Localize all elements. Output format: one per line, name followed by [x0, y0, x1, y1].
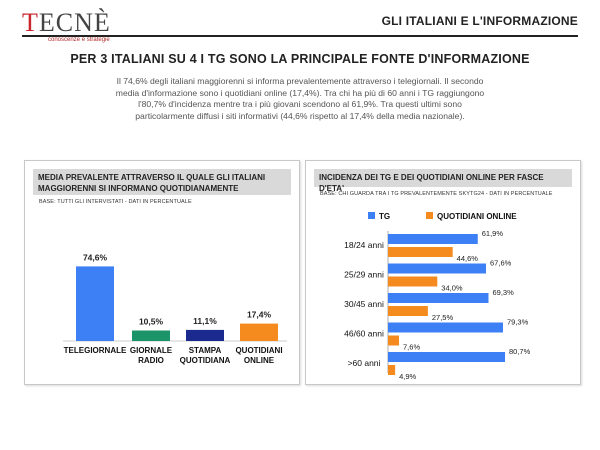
chart-title: INCIDENZA DEI TG E DEI QUOTIDIANI ONLINE…: [314, 169, 572, 193]
bar: [388, 352, 506, 362]
bar: [76, 266, 114, 341]
legend-swatch: [426, 212, 433, 219]
chart-subtitle: BASE: CHI GUARDA TRA I TG PREVALENTEMENT…: [320, 191, 553, 197]
page-title: PER 3 ITALIANI SU 4 I TG SONO LA PRINCIP…: [70, 52, 530, 66]
category-label: GIORNALE: [130, 346, 173, 355]
logo-wordmark: TECNÈ: [22, 8, 111, 37]
category-label: 46/60 anni: [344, 329, 384, 339]
legend-label: QUOTIDIANI ONLINE: [437, 212, 517, 221]
category-label: ONLINE: [244, 356, 275, 365]
bar: [132, 330, 170, 341]
chart-title: MEDIA PREVALENTE ATTRAVERSO IL QUALE GLI…: [33, 169, 291, 195]
bar: [388, 365, 396, 375]
data-label: 7,6%: [403, 343, 420, 352]
bar: [388, 247, 453, 257]
data-label: 17,4%: [247, 310, 272, 320]
intro-paragraph: Il 74,6% degli italiani maggiorenni si i…: [115, 76, 485, 121]
bar: [388, 322, 503, 333]
section-title: GLI ITALIANI E L'INFORMAZIONE: [381, 14, 578, 28]
data-label: 80,7%: [509, 347, 531, 356]
chart-subtitle: BASE: TUTTI GLI INTERVISTATI - DATI IN P…: [39, 199, 192, 205]
data-label: 67,6%: [490, 259, 512, 268]
data-label: 34,0%: [441, 284, 463, 293]
bar: [388, 276, 438, 287]
logo-subtitle: conoscenze e strategie: [48, 37, 110, 43]
category-label: 18/24 anni: [344, 240, 384, 250]
chart-panel-media: MEDIA PREVALENTE ATTRAVERSO IL QUALE GLI…: [24, 160, 300, 385]
data-label: 10,5%: [139, 317, 164, 327]
data-label: 4,9%: [399, 372, 416, 381]
bar: [388, 335, 400, 346]
category-label: TELEGIORNALE: [64, 346, 127, 355]
category-label: RADIO: [138, 356, 164, 365]
category-label: 30/45 anni: [344, 299, 384, 309]
bar: [186, 329, 224, 341]
data-label: 44,6%: [457, 254, 479, 263]
category-label: STAMPA: [189, 346, 222, 355]
category-label: QUOTIDIANI: [235, 346, 282, 355]
category-label: >60 anni: [348, 358, 381, 368]
data-label: 27,5%: [432, 313, 454, 322]
bar: [388, 234, 478, 244]
age-bar-chart: TG QUOTIDIANI ONLINE 18/24 anni 61,9% 44,6% 2…: [344, 212, 531, 381]
legend-label: TG: [379, 212, 390, 221]
chart-panel-age: INCIDENZA DEI TG E DEI QUOTIDIANI ONLINE…: [305, 160, 581, 385]
data-label: 74,6%: [83, 252, 108, 262]
bar: [388, 306, 428, 316]
tecne-logo: TECNÈ conoscenze e strategie: [22, 10, 114, 44]
bar: [240, 323, 278, 341]
bar: [388, 263, 487, 274]
category-label: QUOTIDIANA: [180, 356, 231, 365]
data-label: 61,9%: [482, 229, 504, 238]
bar: [388, 293, 489, 303]
data-label: 69,3%: [492, 288, 514, 297]
data-label: 11,1%: [193, 316, 217, 326]
header-divider: [22, 35, 578, 37]
category-label: 25/29 anni: [344, 270, 384, 280]
legend-swatch: [368, 212, 375, 219]
data-label: 79,3%: [507, 318, 529, 327]
